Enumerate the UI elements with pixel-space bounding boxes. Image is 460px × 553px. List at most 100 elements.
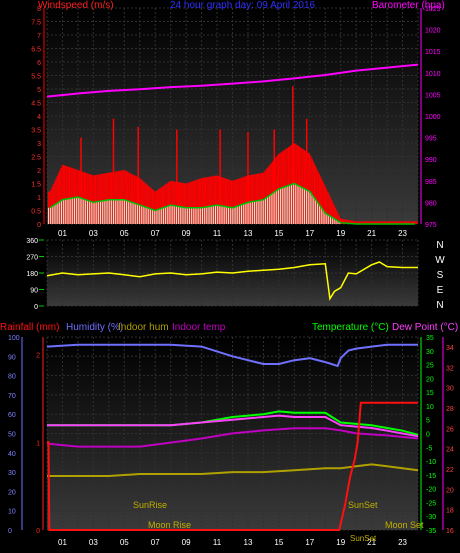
indoor-temp-tick-label: 24 bbox=[446, 447, 454, 454]
series-line bbox=[46, 427, 419, 448]
windspeed-tick-label: 4.5 bbox=[31, 101, 41, 108]
indoor-temp-tick-label: 30 bbox=[446, 386, 454, 393]
barometer-tick-label: 1015 bbox=[425, 49, 441, 56]
barometer-tick-label: 1010 bbox=[425, 71, 441, 78]
humidity-tick-label: 60 bbox=[8, 412, 16, 419]
top-x-tick-label: 23 bbox=[398, 229, 407, 238]
bottom-x-tick-label: 15 bbox=[274, 538, 283, 547]
windspeed-tick-label: 3.5 bbox=[31, 128, 41, 135]
top-x-tick-label: 19 bbox=[336, 229, 345, 238]
windspeed-tick-label: 2.5 bbox=[31, 155, 41, 162]
compass-label: S bbox=[437, 270, 444, 281]
rain-tick-label: 2 bbox=[36, 353, 40, 360]
temperature-tick-label: 20 bbox=[426, 376, 434, 383]
bottom-x-tick-label: 17 bbox=[305, 538, 314, 547]
barometer-tick-label: 1025 bbox=[425, 6, 441, 13]
humidity-tick-label: 20 bbox=[8, 489, 16, 496]
legend-label: Indoor hum bbox=[118, 322, 169, 333]
windspeed-tick-label: 1.5 bbox=[31, 182, 41, 189]
temperature-tick-label: -35 bbox=[426, 528, 436, 535]
barometer-axis-label: Barometer (hpa) bbox=[372, 0, 445, 11]
barometer-line bbox=[46, 63, 419, 98]
barometer-tick-label: 1005 bbox=[425, 92, 441, 99]
barometer-tick-label: 1020 bbox=[425, 28, 441, 35]
bottom-x-tick-label: 13 bbox=[244, 538, 253, 547]
series-line bbox=[46, 343, 418, 368]
windspeed-tick-label: 7 bbox=[37, 33, 41, 40]
wind-direction-line bbox=[46, 261, 418, 301]
temperature-tick-label: 10 bbox=[426, 404, 434, 411]
barometer-tick-label: 985 bbox=[425, 179, 437, 186]
temperature-tick-label: 30 bbox=[426, 349, 434, 356]
top-x-tick-label: 17 bbox=[305, 229, 314, 238]
windspeed-tick-label: 6.5 bbox=[31, 47, 41, 54]
indoor-temp-tick-label: 28 bbox=[446, 406, 454, 413]
windspeed-tick-label: 8 bbox=[37, 6, 41, 13]
direction-tick-label: 0 bbox=[34, 304, 38, 311]
top-x-tick-label: 01 bbox=[58, 229, 67, 238]
series-line bbox=[47, 463, 419, 477]
temperature-tick-label: -15 bbox=[426, 473, 436, 480]
sunset-short-label: SunSet bbox=[350, 534, 377, 543]
humidity-tick-label: 30 bbox=[8, 470, 16, 477]
humidity-tick-label: 50 bbox=[8, 432, 16, 439]
bottom-x-tick-label: 03 bbox=[89, 538, 98, 547]
barometer-tick-label: 980 bbox=[425, 200, 437, 207]
temperature-tick-label: -25 bbox=[426, 500, 436, 507]
humidity-tick-label: 100 bbox=[8, 335, 20, 342]
bottom-x-tick-label: 07 bbox=[151, 538, 160, 547]
temperature-tick-label: 0 bbox=[426, 432, 430, 439]
indoor-temp-tick-label: 16 bbox=[446, 528, 454, 535]
wind-average-line bbox=[49, 182, 415, 225]
top-x-tick-label: 07 bbox=[151, 229, 160, 238]
humidity-tick-label: 10 bbox=[8, 509, 16, 516]
bottom-x-tick-label: 23 bbox=[398, 538, 407, 547]
direction-tick-label: 180 bbox=[26, 271, 38, 278]
direction-tick-label: 90 bbox=[30, 288, 38, 295]
bottom-x-tick-label: 11 bbox=[213, 538, 222, 547]
temperature-tick-label: -30 bbox=[426, 514, 436, 521]
bottom-x-tick-label: 05 bbox=[120, 538, 129, 547]
moonrise-label: Moon Rise bbox=[148, 520, 191, 530]
legend-label: Indoor temp bbox=[172, 322, 226, 333]
series-line bbox=[47, 414, 419, 438]
sunset-label: SunSet bbox=[348, 500, 378, 510]
direction-tick-label: 270 bbox=[26, 255, 38, 262]
legend-label: Rainfall (mm) bbox=[0, 322, 59, 333]
temperature-tick-label: -20 bbox=[426, 487, 436, 494]
windspeed-tick-label: 4 bbox=[37, 114, 41, 121]
top-x-tick-label: 15 bbox=[274, 229, 283, 238]
rain-tick-label: 0 bbox=[36, 528, 40, 535]
legend-label: Temperature (°C) bbox=[312, 322, 389, 333]
compass-label: E bbox=[437, 285, 444, 296]
compass-label: W bbox=[435, 255, 445, 266]
humidity-tick-label: 70 bbox=[8, 393, 16, 400]
compass-label: N bbox=[436, 240, 443, 251]
legend-label: Dew Point (°C) bbox=[392, 322, 458, 333]
indoor-temp-tick-label: 18 bbox=[446, 508, 454, 515]
windspeed-tick-label: 6 bbox=[37, 60, 41, 67]
temperature-tick-label: 15 bbox=[426, 390, 434, 397]
humidity-tick-label: 40 bbox=[8, 451, 16, 458]
windspeed-tick-label: 0 bbox=[37, 222, 41, 229]
legend-label: Humidity (%) bbox=[66, 322, 123, 333]
indoor-temp-tick-label: 26 bbox=[446, 426, 454, 433]
compass-label: N bbox=[436, 300, 443, 311]
indoor-temp-tick-label: 20 bbox=[446, 487, 454, 494]
humidity-tick-label: 90 bbox=[8, 354, 16, 361]
top-x-tick-label: 05 bbox=[120, 229, 129, 238]
windspeed-tick-label: 5.5 bbox=[31, 74, 41, 81]
bottom-x-tick-label: 21 bbox=[367, 538, 376, 547]
indoor-temp-tick-label: 22 bbox=[446, 467, 454, 474]
windspeed-tick-label: 7.5 bbox=[31, 20, 41, 27]
barometer-tick-label: 990 bbox=[425, 157, 437, 164]
barometer-tick-label: 975 bbox=[425, 222, 437, 229]
rain-tick-label: 1 bbox=[36, 440, 40, 447]
bottom-x-tick-label: 19 bbox=[336, 538, 345, 547]
windspeed-tick-label: 1 bbox=[37, 195, 41, 202]
windspeed-axis-label: Windspeed (m/s) bbox=[38, 0, 114, 11]
windspeed-tick-label: 5 bbox=[37, 87, 41, 94]
temperature-tick-label: -5 bbox=[426, 445, 432, 452]
